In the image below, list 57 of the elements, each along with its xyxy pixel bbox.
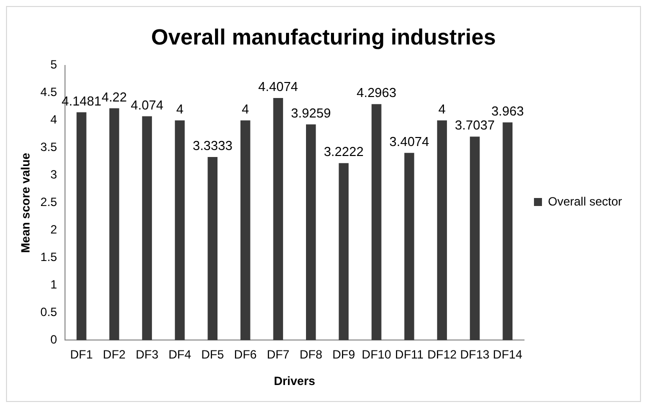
data-label: 4.4074 bbox=[258, 79, 298, 94]
x-tick-label: DF5 bbox=[201, 348, 224, 362]
bar bbox=[208, 157, 218, 340]
y-tick-label: 0 bbox=[50, 332, 58, 347]
data-label: 3.9259 bbox=[291, 106, 331, 121]
bar bbox=[109, 108, 120, 340]
data-label: 4 bbox=[438, 101, 446, 116]
y-tick-label: 4.5 bbox=[40, 85, 58, 100]
y-tick-label: 3 bbox=[50, 168, 58, 182]
bar bbox=[306, 124, 316, 340]
x-axis-title: Drivers bbox=[274, 374, 316, 388]
data-label: 4.2963 bbox=[356, 85, 396, 100]
x-tick-label: DF2 bbox=[102, 348, 126, 362]
y-tick-label: 2 bbox=[50, 222, 58, 237]
x-tick-label: DF13 bbox=[460, 348, 490, 362]
data-label: 4 bbox=[242, 101, 249, 116]
data-label: 4.1481 bbox=[62, 93, 102, 108]
bar bbox=[372, 104, 382, 340]
bar bbox=[437, 120, 447, 340]
data-label: 3.963 bbox=[491, 103, 524, 118]
y-tick-label: 1.5 bbox=[40, 250, 58, 264]
bar bbox=[76, 112, 86, 340]
data-label: 3.3333 bbox=[192, 138, 232, 154]
x-tick-label: DF8 bbox=[300, 348, 323, 362]
data-label: 3.2222 bbox=[324, 144, 364, 160]
x-tick-label: DF14 bbox=[492, 348, 523, 362]
x-tick-label: DF1 bbox=[70, 348, 94, 362]
y-tick-label: 3.5 bbox=[40, 140, 58, 154]
x-tick-label: DF6 bbox=[234, 348, 258, 362]
bar bbox=[142, 116, 152, 340]
bar bbox=[273, 98, 284, 340]
y-tick-label: 4 bbox=[50, 112, 58, 127]
data-label: 4.22 bbox=[102, 89, 127, 104]
y-tick-label: 5 bbox=[50, 58, 58, 72]
chart-title: Overall manufacturing industries bbox=[151, 24, 496, 50]
x-tick-label: DF4 bbox=[168, 348, 192, 362]
x-tick-label: DF7 bbox=[266, 348, 290, 362]
data-label: 4 bbox=[176, 101, 184, 116]
bar bbox=[174, 120, 185, 340]
x-tick-label: DF11 bbox=[395, 348, 424, 362]
bar bbox=[404, 152, 414, 340]
legend-label: Overall sector bbox=[548, 194, 622, 208]
data-label: 3.4074 bbox=[389, 134, 430, 150]
data-label: 3.7037 bbox=[454, 118, 495, 133]
bar bbox=[470, 136, 480, 340]
x-tick-label: DF12 bbox=[427, 348, 458, 362]
x-tick-label: DF9 bbox=[332, 348, 356, 362]
data-label: 4.074 bbox=[130, 97, 164, 112]
x-tick-label: DF10 bbox=[362, 348, 392, 362]
y-axis-title: Mean score value bbox=[18, 152, 33, 253]
x-tick-label: DF3 bbox=[136, 348, 159, 362]
y-tick-label: 1 bbox=[50, 278, 58, 292]
y-tick-label: 0.5 bbox=[40, 305, 58, 320]
bar bbox=[240, 120, 250, 340]
y-tick-label: 2.5 bbox=[40, 195, 58, 210]
bar bbox=[502, 122, 513, 340]
bar bbox=[338, 163, 349, 340]
